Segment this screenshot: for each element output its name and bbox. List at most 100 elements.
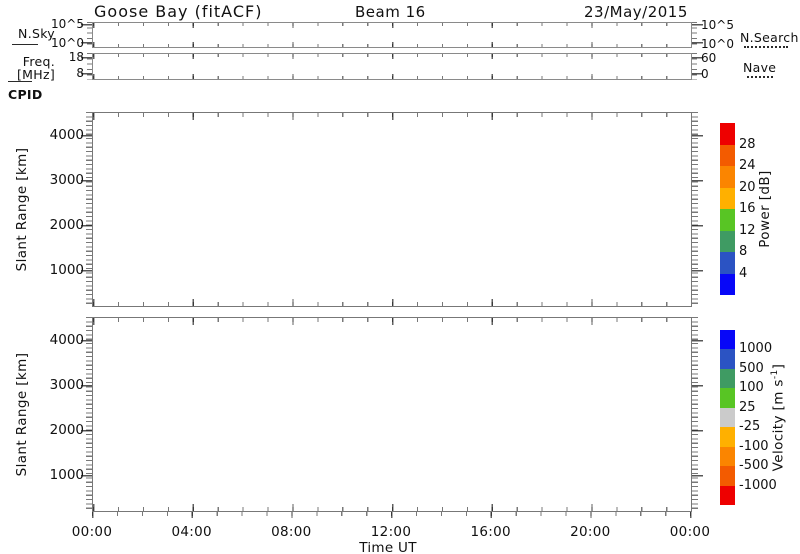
nsearch-ytick-label: 10^0 <box>701 37 734 51</box>
velocity-colorbar-segment <box>720 349 735 369</box>
power-colorbar-segment <box>720 187 735 209</box>
time-tick-label: 12:00 <box>370 524 412 540</box>
time-tick-label: 00:00 <box>71 524 113 540</box>
time-tick-label: 04:00 <box>171 524 212 540</box>
plot-title: Goose Bay (fitACF) <box>94 2 263 21</box>
power-colorbar-segment <box>720 273 735 295</box>
axis-tick-marks <box>692 57 703 75</box>
axis-tick-marks <box>93 318 691 325</box>
velocity-colorbar-title: Velocity [m s-1] <box>770 330 787 505</box>
axis-tick-marks <box>93 42 691 47</box>
velocity-ytick-label: 4000 <box>49 332 84 348</box>
velocity-colorbar-title-text: Velocity [m s <box>770 379 787 472</box>
velocity-colorbar-segment <box>720 368 735 389</box>
time-axis-title: Time UT <box>359 540 417 554</box>
power-colorbar-segment <box>720 123 735 145</box>
axis-tick-marks <box>692 24 703 44</box>
velocity-colorbar-segment <box>720 407 735 428</box>
axis-tick-marks <box>81 340 92 480</box>
nsearch-ytick-label: 10^5 <box>701 18 734 32</box>
velocity-colorbar-title-sup: -1 <box>770 369 780 380</box>
dotted-line-key-icon <box>747 76 773 78</box>
power-colorbar-tick-label: 8 <box>739 244 748 259</box>
velocity-ytick-label: 3000 <box>49 377 84 393</box>
power-colorbar-segment <box>720 166 735 188</box>
nave-ytick-label: 60 <box>701 51 717 65</box>
power-colorbar-segment <box>720 252 735 274</box>
velocity-yaxis-title: Slant Range [km] <box>14 352 30 477</box>
power-colorbar-tick-label: 24 <box>739 158 756 173</box>
axis-tick-marks <box>92 512 692 518</box>
velocity-colorbar-segment <box>720 388 735 408</box>
beam-label: Beam 16 <box>355 3 426 21</box>
axis-tick-marks <box>81 57 92 75</box>
velocity-colorbar-tick-label: -500 <box>739 458 769 473</box>
velocity-colorbar-tick-label: -1000 <box>739 478 777 493</box>
velocity-colorbar-segment <box>720 446 735 467</box>
velocity-colorbar-tick-label: 25 <box>739 400 756 415</box>
velocity-colorbar-tick-label: -100 <box>739 439 769 454</box>
velocity-colorbar-title-close: ] <box>770 363 787 370</box>
cpid-label: CPID <box>8 87 43 102</box>
panel-nsky <box>92 22 692 48</box>
time-tick-label: 08:00 <box>271 524 312 540</box>
axis-tick-marks <box>692 340 703 480</box>
nsearch-key-label: N.Search <box>740 30 799 45</box>
nsky-ytick-label: 10^5 <box>51 17 84 31</box>
velocity-colorbar <box>720 330 735 505</box>
freq-ytick-label: 18 <box>68 50 84 64</box>
date-label: 23/May/2015 <box>584 3 688 21</box>
time-tick-label: 16:00 <box>470 524 511 540</box>
power-colorbar-tick-label: 20 <box>739 180 756 195</box>
velocity-colorbar-segment <box>720 427 735 447</box>
axis-tick-marks <box>692 135 703 275</box>
nave-key-label: Nave <box>743 60 777 75</box>
nsky-key-label: N.Sky <box>18 26 55 41</box>
nsky-ytick-label: 10^0 <box>51 36 84 50</box>
power-colorbar-segment <box>720 230 735 252</box>
power-colorbar-segment <box>720 209 735 231</box>
power-colorbar-tick-label: 16 <box>739 201 756 216</box>
axis-tick-marks <box>93 504 691 511</box>
axis-tick-marks <box>81 24 92 44</box>
axis-tick-marks <box>93 23 691 28</box>
axis-tick-marks <box>81 135 92 275</box>
velocity-ytick-label: 2000 <box>49 422 84 438</box>
power-colorbar-tick-label: 28 <box>739 137 756 152</box>
axis-tick-marks <box>93 74 691 79</box>
freq-key-label-line1: Freq. <box>22 54 55 69</box>
power-ytick-label: 2000 <box>49 217 84 233</box>
power-yaxis-title: Slant Range [km] <box>14 147 30 272</box>
velocity-ytick-label: 1000 <box>49 467 84 483</box>
power-colorbar-tick-label: 12 <box>739 223 756 238</box>
power-colorbar-segment <box>720 144 735 166</box>
axis-tick-marks <box>93 299 691 306</box>
velocity-colorbar-tick-label: 500 <box>739 361 764 376</box>
panel-power <box>92 112 692 307</box>
power-ytick-label: 3000 <box>49 172 84 188</box>
nave-ytick-label: 0 <box>701 67 709 81</box>
axis-tick-marks <box>93 113 691 120</box>
dotted-line-key-icon <box>744 46 788 48</box>
velocity-colorbar-segment <box>720 466 735 486</box>
freq-ytick-label: 8 <box>76 66 84 80</box>
velocity-colorbar-tick-label: -25 <box>739 419 761 434</box>
time-tick-label: 00:00 <box>669 524 711 540</box>
panel-freq <box>92 53 692 80</box>
velocity-colorbar-tick-label: 100 <box>739 380 764 395</box>
freq-key-label-line2: [MHz] <box>17 67 55 82</box>
solid-line-key-icon <box>12 44 38 45</box>
power-colorbar <box>720 123 735 295</box>
power-colorbar-tick-label: 4 <box>739 266 748 281</box>
velocity-colorbar-segment <box>720 330 735 350</box>
panel-velocity <box>92 317 692 512</box>
axis-tick-marks <box>93 54 691 59</box>
velocity-colorbar-segment <box>720 485 735 505</box>
power-ytick-label: 1000 <box>49 262 84 278</box>
power-ytick-label: 4000 <box>49 127 84 143</box>
power-colorbar-title: Power [dB] <box>757 170 773 248</box>
time-tick-label: 20:00 <box>570 524 611 540</box>
velocity-colorbar-tick-label: 1000 <box>739 341 773 356</box>
solid-line-key-icon <box>8 81 32 82</box>
